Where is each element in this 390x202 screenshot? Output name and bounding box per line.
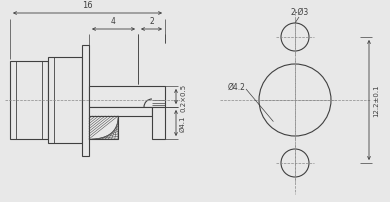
Bar [48,58,82,143]
Text: 16: 16 [82,1,93,10]
Text: 2-Ø3: 2-Ø3 [291,8,309,17]
Text: 12.2±0.1: 12.2±0.1 [373,84,379,117]
Bar [89,87,165,107]
Bar [10,62,48,139]
Bar [89,107,152,116]
Text: 0.2×0.5: 0.2×0.5 [180,83,186,111]
Bar [89,116,118,139]
Bar [82,46,89,156]
Text: 2: 2 [149,17,154,26]
Text: Ø4.2: Ø4.2 [228,82,246,91]
Text: Ø4.1: Ø4.1 [180,115,186,132]
Text: 4: 4 [111,17,116,26]
Bar [152,107,165,139]
